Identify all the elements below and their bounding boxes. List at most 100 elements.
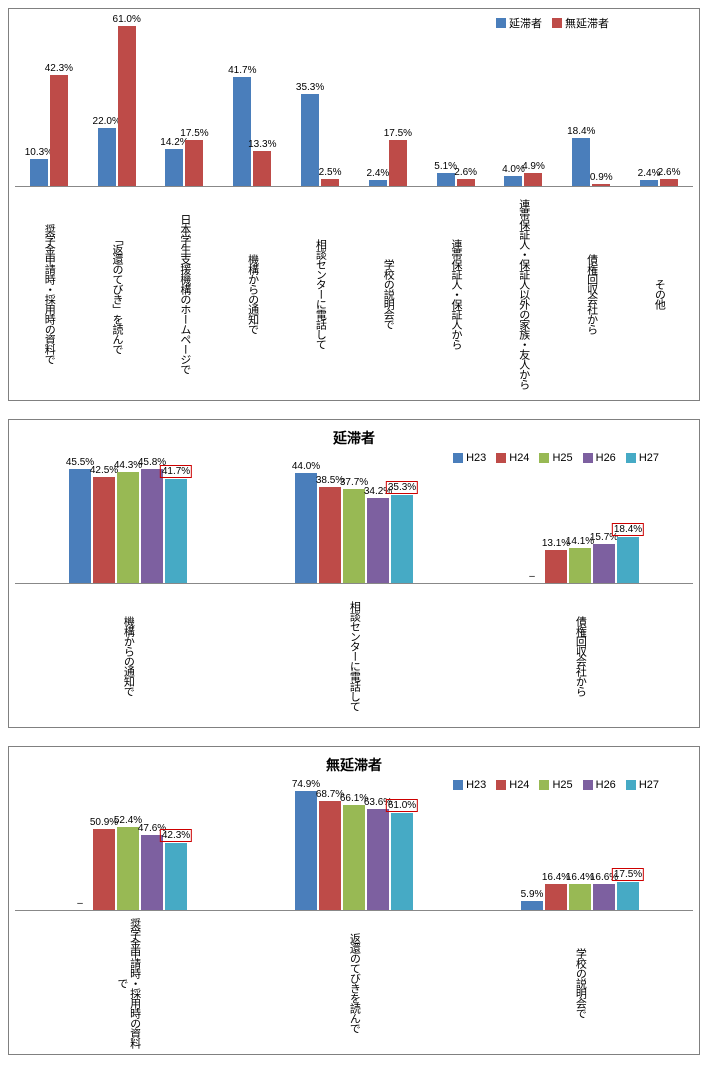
bar: 45.8% — [141, 469, 163, 584]
bar: 2.5% — [321, 179, 339, 186]
x-axis-label-text: 奨学金申請時・採用時の資料で — [115, 915, 140, 1050]
chart-3-xlabels: 奨学金申請時・採用時の資料で 返還のてびきを読んで 学校の説明会で — [15, 915, 693, 1050]
bar: 17.5% — [389, 140, 407, 186]
bar-group: –50.9%52.4%47.6%42.3% — [15, 781, 241, 910]
bar: 22.0% — [98, 128, 116, 186]
bar-value-label: 41.7% — [160, 465, 192, 478]
x-axis-label: 債権回収会社から — [557, 191, 625, 396]
x-axis-label-text: 債権回収会社から — [574, 588, 587, 723]
bar: 2.4% — [369, 180, 387, 186]
bar: 45.5% — [69, 469, 91, 583]
bar-value-label: 2.5% — [319, 167, 342, 178]
bar-group: 2.4%17.5% — [354, 17, 422, 186]
bar: 2.6% — [457, 179, 475, 186]
bar: 61.0% — [391, 813, 413, 910]
x-axis-label: 学校の説明会で — [354, 191, 422, 396]
x-axis-label-text: 連帯保証人・保証人から — [449, 191, 462, 396]
bar: 35.3% — [391, 495, 413, 583]
bar-group: 18.4%0.9% — [557, 17, 625, 186]
bar-value-label: 41.7% — [228, 65, 256, 76]
chart-3-plot: –50.9%52.4%47.6%42.3%74.9%68.7%66.1%63.6… — [15, 781, 693, 911]
bar-value-label: 17.5% — [384, 128, 412, 139]
bar-value-label: 10.3% — [25, 147, 53, 158]
bar: 37.7% — [343, 489, 365, 583]
x-axis-label: 連帯保証人・保証人から — [422, 191, 490, 396]
x-axis-label-text: その他 — [653, 191, 666, 396]
x-axis-label: 「返還のてびき」を読んで — [83, 191, 151, 396]
bar: 66.1% — [343, 805, 365, 910]
x-axis-label-text: 相談センターに電話して — [348, 588, 361, 723]
bar-value-label: 5.9% — [521, 889, 544, 900]
bar-dash: – — [529, 571, 535, 582]
bar: 17.5% — [617, 882, 639, 910]
bar-value-label: 35.3% — [386, 481, 418, 494]
bar-value-label: 61.0% — [386, 799, 418, 812]
bar: 42.3% — [50, 75, 68, 186]
bar-value-label: 42.3% — [45, 63, 73, 74]
bar-group: 44.0%38.5%37.7%34.2%35.3% — [241, 454, 467, 583]
bar: 68.7% — [319, 801, 341, 910]
x-axis-label: 相談センターに電話して — [286, 191, 354, 396]
bar-value-label: 44.0% — [292, 461, 320, 472]
bar-value-label: 18.4% — [612, 523, 644, 536]
bar-group: 14.2% 17.5% — [151, 17, 219, 186]
bar-group: –13.1%14.1%15.7%18.4% — [467, 454, 693, 583]
x-axis-label-text: 返還のてびきを読んで — [348, 915, 361, 1050]
bar: 63.6% — [367, 809, 389, 910]
bar-value-label: 2.6% — [658, 167, 681, 178]
x-axis-label: 返還のてびきを読んで — [241, 915, 467, 1050]
bar-value-label: 61.0% — [113, 14, 141, 25]
bar: 5.1% — [437, 173, 455, 186]
bar-value-label: 13.3% — [248, 139, 276, 150]
x-axis-label-text: 連帯保証人・保証人以外の家族・友人から — [517, 191, 530, 396]
bar-group: 74.9%68.7%66.1%63.6%61.0% — [241, 781, 467, 910]
x-axis-label: 債権回収会社から — [467, 588, 693, 723]
chart-2-title: 延滞者 — [15, 428, 693, 448]
bar: 10.3% — [30, 159, 48, 186]
bar: 41.7% — [233, 77, 251, 186]
x-axis-label: 奨学金申請時・採用時の資料で — [15, 191, 83, 396]
bar: 18.4% — [617, 537, 639, 583]
bar: 5.9% — [521, 901, 543, 910]
bar: 4.0% — [504, 176, 522, 186]
bar-group: 45.5%42.5%44.3%45.8%41.7% — [15, 454, 241, 583]
x-axis-label-text: 債権回収会社から — [585, 191, 598, 396]
bar: 13.3% — [253, 151, 271, 186]
chart-3-panel: 無延滞者 H23H24H25H26H27 –50.9%52.4%47.6%42.… — [8, 746, 700, 1055]
chart-2-plot: 45.5%42.5%44.3%45.8%41.7% 44.0% 38.5%37.7%… — [15, 454, 693, 584]
bar-value-label: 17.5% — [180, 128, 208, 139]
bar: 16.4% — [569, 884, 591, 910]
bar-group: 35.3%2.5% — [286, 17, 354, 186]
x-axis-label: 相談センターに電話して — [241, 588, 467, 723]
x-axis-label: 学校の説明会で — [467, 915, 693, 1050]
x-axis-label-text: 学校の説明会で — [574, 915, 587, 1050]
bar: 44.3% — [117, 472, 139, 583]
bar: 47.6% — [141, 835, 163, 910]
bar-group: 2.4%2.6% — [625, 17, 693, 186]
bar: 18.4% — [572, 138, 590, 186]
x-axis-label: その他 — [625, 191, 693, 396]
bar-value-label: 2.6% — [454, 167, 477, 178]
bar: 16.4% — [545, 884, 567, 910]
bar-value-label: 35.3% — [296, 82, 324, 93]
bar: 14.1% — [569, 548, 591, 583]
bar: 35.3% — [301, 94, 319, 186]
x-axis-label-text: 学校の説明会で — [382, 191, 395, 396]
bar: 14.2% — [165, 149, 183, 186]
bar-group: 4.0%4.9% — [490, 17, 558, 186]
chart-2-xlabels: 機構からの通知で 相談センターに電話して 債権回収会社から — [15, 588, 693, 723]
bar: 15.7% — [593, 544, 615, 583]
chart-3-title: 無延滞者 — [15, 755, 693, 775]
bar: 38.5% — [319, 487, 341, 583]
bar: 52.4% — [117, 827, 139, 910]
bar-value-label: 0.9% — [590, 172, 613, 183]
x-axis-label: 機構からの通知で — [15, 588, 241, 723]
bar-group: 5.9%16.4%16.4%16.6%17.5% — [467, 781, 693, 910]
bar: 2.6% — [660, 179, 678, 186]
chart-1-panel: 延滞者無延滞者 10.3%42.3%22.0%61.0%14.2%17.5%41… — [8, 8, 700, 401]
bar: 4.9% — [524, 173, 542, 186]
bar: 61.0% — [118, 26, 136, 186]
bar-group: 41.7%13.3% — [218, 17, 286, 186]
bar: 2.4% — [640, 180, 658, 186]
bar: 13.1% — [545, 550, 567, 583]
